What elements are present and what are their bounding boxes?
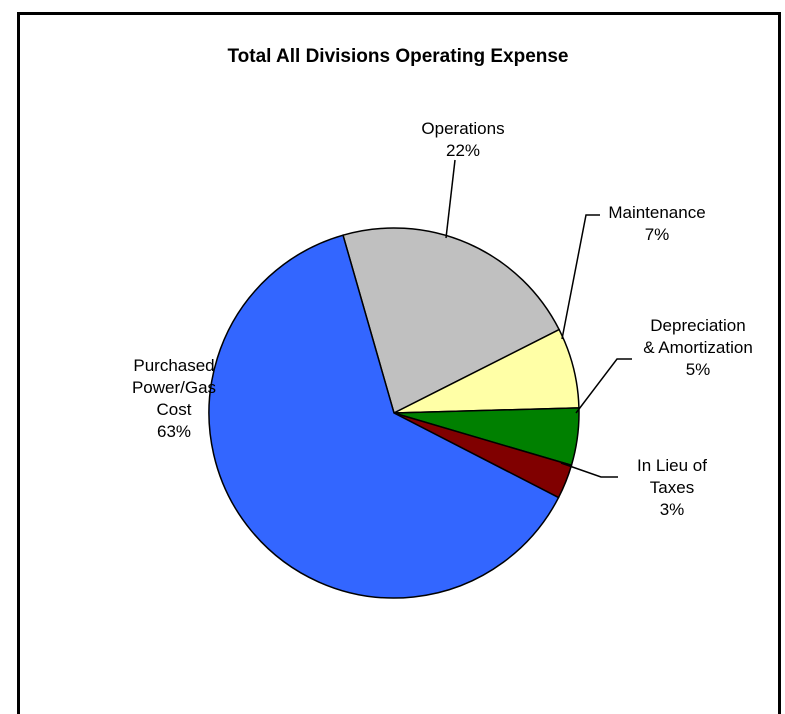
leader-line-3 — [560, 462, 618, 478]
leader-line-2 — [575, 358, 632, 414]
slice-label-3-line-2: 3% — [660, 500, 685, 519]
slice-label-2-line-0: Depreciation — [650, 316, 745, 335]
leader-line-0 — [445, 159, 456, 239]
slice-label-0-line-0: Operations — [421, 119, 504, 138]
slice-label-3-line-1: Taxes — [650, 478, 694, 497]
slice-label-2-line-1: & Amortization — [643, 338, 753, 357]
pie-slice-4 — [208, 234, 560, 599]
pie-slice-0 — [342, 227, 561, 415]
slice-label-3-line-0: In Lieu of — [637, 456, 707, 475]
slice-label-2-line-2: 5% — [686, 360, 711, 379]
slice-label-4-line-2: Cost — [157, 400, 192, 419]
slice-label-4-line-0: Purchased — [133, 356, 214, 375]
chart-frame — [17, 12, 781, 714]
leader-lines — [445, 159, 632, 478]
slice-labels: Operations 22% Maintenance 7% Depreciation & … — [132, 119, 753, 519]
slice-label-1-line-1: 7% — [645, 225, 670, 244]
slice-label-0-line-1: 22% — [446, 141, 480, 160]
slice-label-1-line-0: Maintenance — [608, 203, 705, 222]
leader-line-1 — [561, 214, 600, 340]
slice-label-4-line-3: 63% — [157, 422, 191, 441]
chart-title: Total All Divisions Operating Expense — [227, 46, 568, 67]
slice-label-4-line-1: Power/Gas — [132, 378, 216, 397]
pie-slices — [208, 227, 580, 599]
